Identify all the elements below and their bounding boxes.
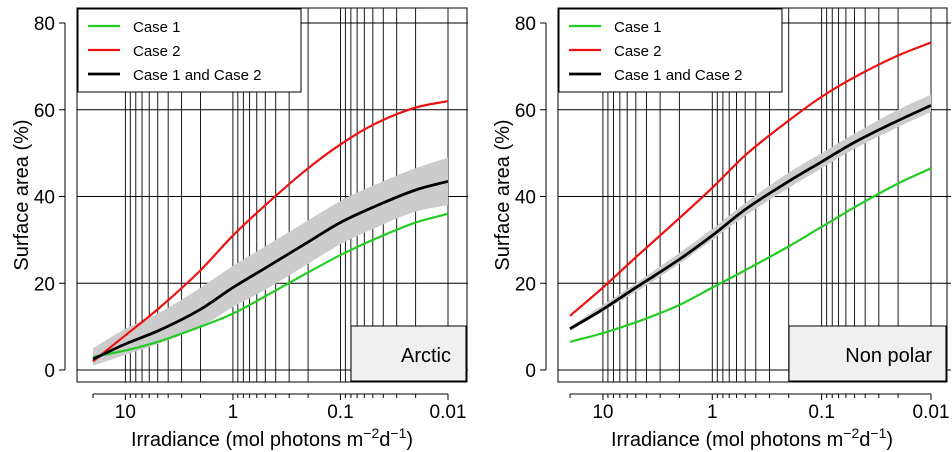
series-line-2 bbox=[92, 99, 449, 363]
y-tick-label: 20 bbox=[34, 274, 55, 295]
y-tick-label: 0 bbox=[525, 361, 536, 382]
x-axis: 10 1 0.1 0.01 bbox=[569, 393, 950, 423]
y-tick-label: 80 bbox=[34, 14, 55, 35]
plot-frame bbox=[76, 7, 468, 383]
x-axis-label-end: ) bbox=[406, 429, 413, 451]
panel-label-background bbox=[350, 325, 467, 382]
y-tick-label: 80 bbox=[515, 14, 536, 35]
legend-label: Case 1 and Case 2 bbox=[614, 67, 742, 84]
series-line-3 bbox=[92, 179, 449, 361]
panel-label: Arctic bbox=[401, 345, 451, 367]
x-axis-label-sup2: −1 bbox=[870, 425, 886, 441]
y-tick-label: 0 bbox=[44, 361, 55, 382]
series-line-1 bbox=[92, 212, 449, 359]
legend-label: Case 2 bbox=[133, 43, 181, 60]
panel-label-box: Non polar bbox=[788, 325, 947, 382]
series-lines bbox=[569, 41, 932, 343]
x-tick-label: 10 bbox=[115, 402, 136, 423]
x-axis-label-sup1: −2 bbox=[363, 425, 379, 441]
band-area bbox=[93, 157, 448, 366]
x-axis-label-mid: d bbox=[379, 429, 390, 451]
legend-label: Case 1 bbox=[614, 19, 662, 36]
y-tick-label: 20 bbox=[515, 274, 536, 295]
panel-label: Non polar bbox=[845, 345, 932, 367]
legend: Case 1 Case 2 Case 1 and Case 2 bbox=[77, 8, 302, 93]
x-tick-label: 0.01 bbox=[430, 402, 467, 423]
y-axis: 0 20 40 60 80 bbox=[34, 14, 66, 382]
confidence-band bbox=[93, 157, 448, 366]
x-tick-label: 10 bbox=[592, 402, 613, 423]
legend: Case 1 Case 2 Case 1 and Case 2 bbox=[558, 8, 783, 93]
y-axis: 0 20 40 60 80 bbox=[515, 14, 547, 382]
panel-label-background bbox=[788, 325, 947, 382]
x-axis-label-end: ) bbox=[886, 429, 893, 451]
legend-label: Case 1 and Case 2 bbox=[133, 67, 261, 84]
x-tick-label: 1 bbox=[707, 402, 718, 423]
x-axis-label-main: Irradiance (mol photons m bbox=[611, 429, 843, 451]
x-axis-label-mid: d bbox=[859, 429, 870, 451]
y-axis-label: Surface area (%) bbox=[492, 119, 514, 270]
y-axis-label: Surface area (%) bbox=[11, 119, 33, 270]
x-axis-label-sup2: −1 bbox=[390, 425, 406, 441]
x-axis-label-sup1: −2 bbox=[843, 425, 859, 441]
series-line-3 bbox=[569, 104, 932, 330]
x-axis: 10 1 0.1 0.01 bbox=[92, 393, 467, 423]
x-tick-label: 0.1 bbox=[327, 402, 353, 423]
x-axis-label: Irradiance (mol photons m−2d−1) bbox=[131, 425, 413, 451]
y-tick-label: 40 bbox=[34, 188, 55, 209]
x-axis-label: Irradiance (mol photons m−2d−1) bbox=[611, 425, 893, 451]
legend-label: Case 2 bbox=[614, 43, 662, 60]
plot-frame bbox=[557, 7, 948, 383]
x-axis-label-main: Irradiance (mol photons m bbox=[131, 429, 363, 451]
series-lines bbox=[92, 99, 449, 363]
panel-arctic: 10 1 0.1 0.01 0 20 40 60 80 Case 1 Case 2 Case 1 … bbox=[11, 7, 468, 451]
series-line-2 bbox=[569, 41, 932, 317]
x-tick-label: 1 bbox=[228, 402, 239, 423]
series-line-1 bbox=[569, 167, 932, 343]
x-tick-label: 0.1 bbox=[808, 402, 834, 423]
y-tick-label: 40 bbox=[515, 188, 536, 209]
y-tick-label: 60 bbox=[34, 101, 55, 122]
panel-non-polar: 10 1 0.1 0.01 0 20 40 60 80 Case 1 Case 2 Case 1 … bbox=[492, 7, 951, 451]
panel-label-box: Arctic bbox=[350, 325, 467, 382]
y-tick-label: 60 bbox=[515, 101, 536, 122]
x-tick-label: 0.01 bbox=[913, 402, 950, 423]
legend-label: Case 1 bbox=[133, 19, 181, 36]
